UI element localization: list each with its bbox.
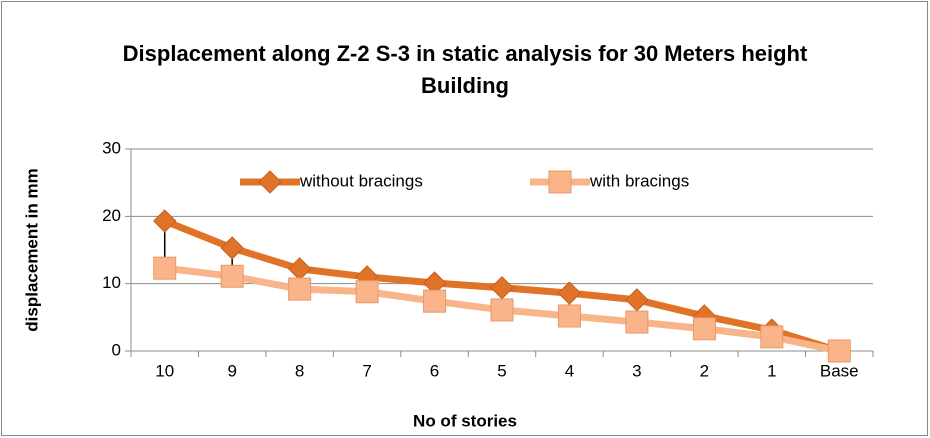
point: [423, 289, 447, 313]
point: [827, 339, 851, 363]
x-tick-label: 9: [227, 361, 236, 380]
legend-marker: [258, 170, 282, 194]
y-axis-label: displacement in mm: [22, 168, 41, 331]
x-tick-label: 4: [565, 361, 574, 380]
y-tick-label: 20: [102, 206, 121, 225]
x-tick-label: 3: [632, 361, 641, 380]
point: [760, 325, 784, 349]
x-tick-label: 7: [362, 361, 371, 380]
point: [355, 280, 379, 304]
point: [625, 310, 649, 334]
x-tick-label: 2: [700, 361, 709, 380]
point: [153, 209, 177, 233]
chart-title: Displacement along Z-2 S-3 in static ana…: [122, 41, 808, 98]
legend-marker: [548, 170, 572, 194]
x-tick-label: 1: [767, 361, 776, 380]
x-axis-label: No of stories: [413, 411, 517, 430]
point: [557, 304, 581, 328]
point: [220, 236, 244, 260]
x-tick-label: 5: [497, 361, 506, 380]
point: [692, 317, 716, 341]
point: [557, 281, 582, 305]
legend-label: with bracings: [589, 171, 689, 190]
point: [288, 277, 312, 301]
point: [490, 298, 514, 322]
x-tick-label: 10: [155, 361, 174, 380]
x-tick-label: 6: [430, 361, 439, 380]
y-tick-label: 0: [112, 340, 121, 359]
y-tick-label: 30: [102, 138, 121, 157]
point: [153, 256, 177, 280]
point: [220, 264, 244, 288]
x-tick-label: 8: [295, 361, 304, 380]
legend-label: without bracings: [299, 171, 423, 190]
y-tick-label: 10: [102, 273, 121, 292]
x-tick-label: Base: [820, 361, 859, 380]
